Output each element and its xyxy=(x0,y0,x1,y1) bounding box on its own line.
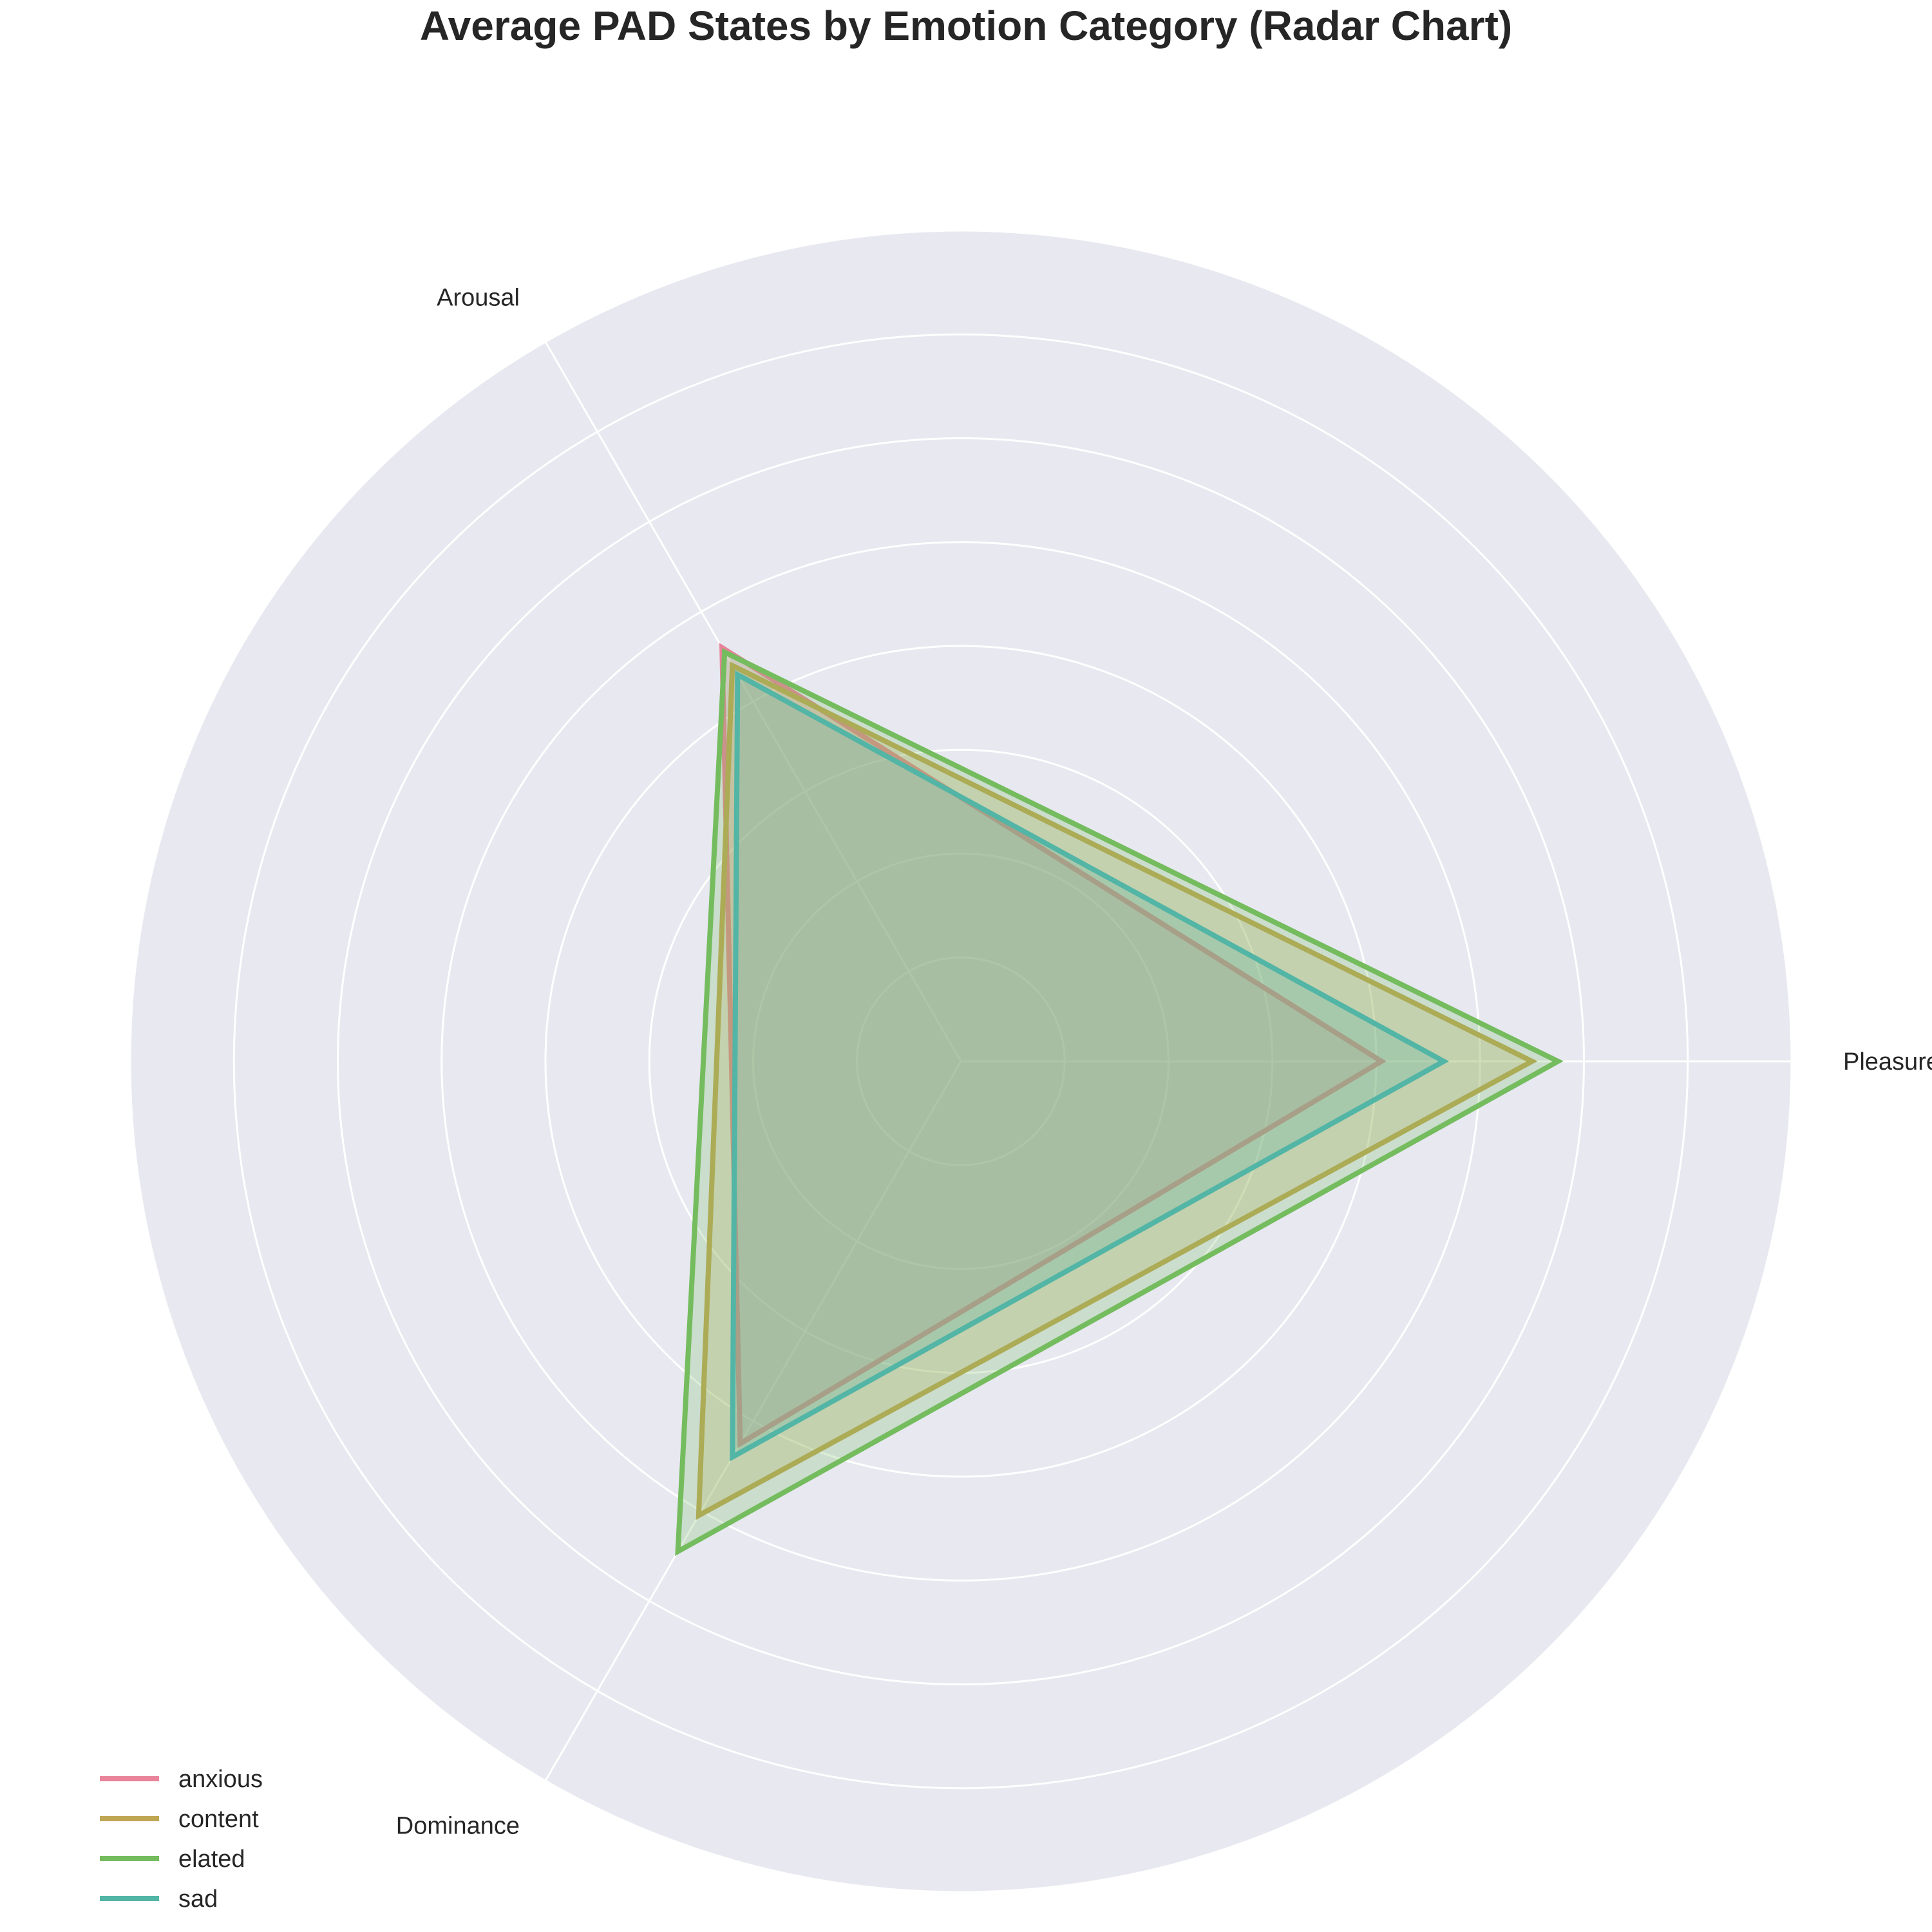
legend: anxious content elated sad xyxy=(100,1766,263,1913)
axis-spoke-dominance xyxy=(544,1061,962,1781)
series-area-content xyxy=(698,665,1532,1516)
series-line-content xyxy=(696,661,1538,1520)
axis-label-pleasure: Pleasure xyxy=(1843,1048,1932,1075)
series-line-anxious xyxy=(719,643,1387,1448)
legend-label-sad: sad xyxy=(178,1886,218,1913)
chart-title: Average PAD States by Emotion Category (… xyxy=(420,3,1512,49)
series-layer xyxy=(675,643,1564,1557)
axis-label-dominance: Dominance xyxy=(396,1812,520,1839)
axis-label-arousal: Arousal xyxy=(437,285,520,312)
series-line-sad xyxy=(730,670,1450,1462)
axis-labels: Pleasure Arousal Dominance xyxy=(396,285,1932,1840)
series-area-anxious xyxy=(722,647,1382,1444)
legend-label-elated: elated xyxy=(178,1846,245,1873)
series-line-elated xyxy=(675,648,1564,1557)
axis-spoke-arousal xyxy=(544,341,962,1062)
legend-label-anxious: anxious xyxy=(178,1766,263,1793)
series-area-elated xyxy=(677,652,1558,1552)
series-area-sad xyxy=(732,674,1444,1457)
legend-label-content: content xyxy=(178,1806,259,1833)
